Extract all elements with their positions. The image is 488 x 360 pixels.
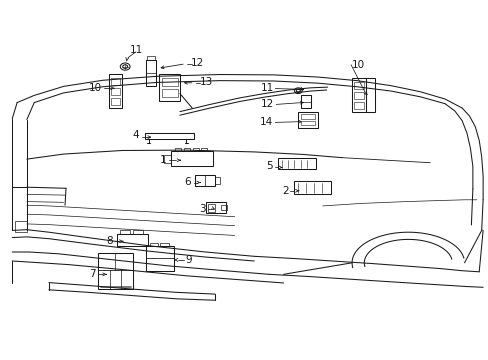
Text: 13: 13 — [199, 77, 212, 87]
Text: 11: 11 — [260, 83, 273, 93]
Bar — [294, 181, 330, 194]
Text: 4: 4 — [132, 130, 139, 140]
Bar — [110, 98, 120, 105]
Bar — [133, 230, 142, 234]
Bar — [163, 155, 171, 163]
Text: 14: 14 — [259, 117, 272, 127]
Text: 7: 7 — [88, 269, 95, 279]
Bar — [192, 148, 198, 151]
Text: 10: 10 — [351, 60, 365, 70]
Bar — [159, 74, 180, 101]
Bar — [206, 202, 225, 213]
Bar — [160, 243, 169, 246]
Bar — [298, 112, 317, 128]
Bar — [98, 253, 133, 289]
Bar — [15, 221, 27, 232]
Text: 2: 2 — [281, 186, 288, 196]
Text: 11: 11 — [129, 45, 142, 55]
Bar — [110, 88, 120, 95]
Bar — [300, 95, 311, 108]
Bar — [145, 246, 174, 271]
Bar — [117, 234, 147, 246]
Bar — [147, 56, 155, 60]
Bar — [175, 148, 181, 151]
Text: 12: 12 — [260, 99, 273, 109]
Text: 6: 6 — [183, 177, 190, 187]
Bar — [144, 133, 193, 139]
Text: 10: 10 — [88, 83, 102, 93]
Text: 8: 8 — [105, 236, 112, 246]
Bar — [221, 205, 226, 210]
Bar — [207, 204, 215, 212]
Bar — [162, 89, 177, 97]
Bar — [145, 60, 156, 86]
Text: 9: 9 — [185, 255, 192, 265]
Bar — [353, 102, 363, 109]
Bar — [162, 78, 177, 86]
Bar — [194, 175, 215, 186]
Text: 3: 3 — [198, 204, 205, 214]
Bar — [353, 92, 363, 99]
Bar — [365, 78, 374, 112]
Bar — [120, 230, 129, 234]
Bar — [183, 148, 189, 151]
Bar — [108, 74, 122, 108]
Bar — [300, 114, 315, 119]
Bar — [277, 158, 315, 169]
Bar — [171, 151, 212, 166]
Text: 1: 1 — [159, 155, 166, 165]
Bar — [351, 78, 365, 112]
Bar — [201, 148, 207, 151]
Bar — [110, 78, 120, 85]
Bar — [353, 82, 363, 89]
Bar — [215, 177, 220, 184]
Text: 12: 12 — [190, 58, 203, 68]
Text: 5: 5 — [265, 161, 272, 171]
Bar — [149, 243, 158, 246]
Bar — [300, 121, 315, 125]
